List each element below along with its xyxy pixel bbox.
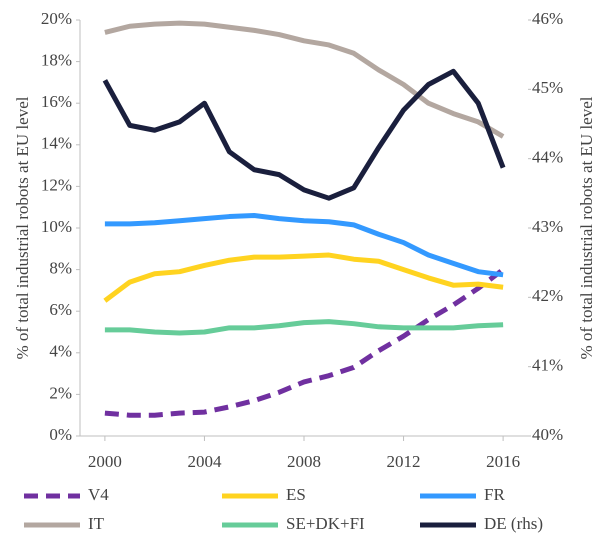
x-tick-label: 2000 — [88, 452, 122, 471]
y-tick-label: 0% — [49, 425, 72, 444]
y2-tick-label: 42% — [532, 286, 563, 305]
y2-tick-label: 43% — [532, 217, 563, 236]
series-line — [104, 319, 504, 336]
y-tick-label: 6% — [49, 300, 72, 319]
series-line — [104, 267, 505, 418]
legend-label: IT — [88, 514, 105, 533]
x-tick-label: 2004 — [187, 452, 222, 471]
y2-tick-label: 45% — [532, 78, 563, 97]
legend-label: SE+DK+FI — [286, 514, 365, 533]
y-axis-label: % of total industrial robots at EU level — [13, 96, 32, 359]
y-tick-label: 8% — [49, 259, 72, 278]
y-tick-label: 14% — [41, 134, 72, 153]
x-tick-label: 2008 — [287, 452, 321, 471]
x-tick-label: 2016 — [486, 452, 520, 471]
legend-label: DE (rhs) — [484, 514, 543, 533]
legend-label: V4 — [88, 485, 109, 504]
y-tick-label: 20% — [41, 9, 72, 28]
y-tick-label: 18% — [41, 51, 72, 70]
y-tick-label: 16% — [41, 92, 72, 111]
y2-axis-label: % of total industrial robots at EU level — [577, 96, 596, 359]
legend-label: FR — [484, 485, 505, 504]
series-line — [103, 252, 504, 303]
legend-label: ES — [286, 485, 306, 504]
y2-tick-label: 40% — [532, 425, 563, 444]
series-line — [104, 20, 505, 139]
y2-tick-label: 46% — [532, 9, 563, 28]
y2-tick-label: 41% — [532, 356, 563, 375]
y-tick-label: 12% — [41, 175, 72, 194]
series-line — [104, 213, 504, 278]
y-tick-label: 4% — [49, 342, 72, 361]
series-line — [102, 68, 506, 201]
y2-tick-label: 44% — [532, 148, 563, 167]
x-tick-label: 2012 — [387, 452, 421, 471]
y-tick-label: 10% — [41, 217, 72, 236]
y-tick-label: 2% — [49, 383, 72, 402]
